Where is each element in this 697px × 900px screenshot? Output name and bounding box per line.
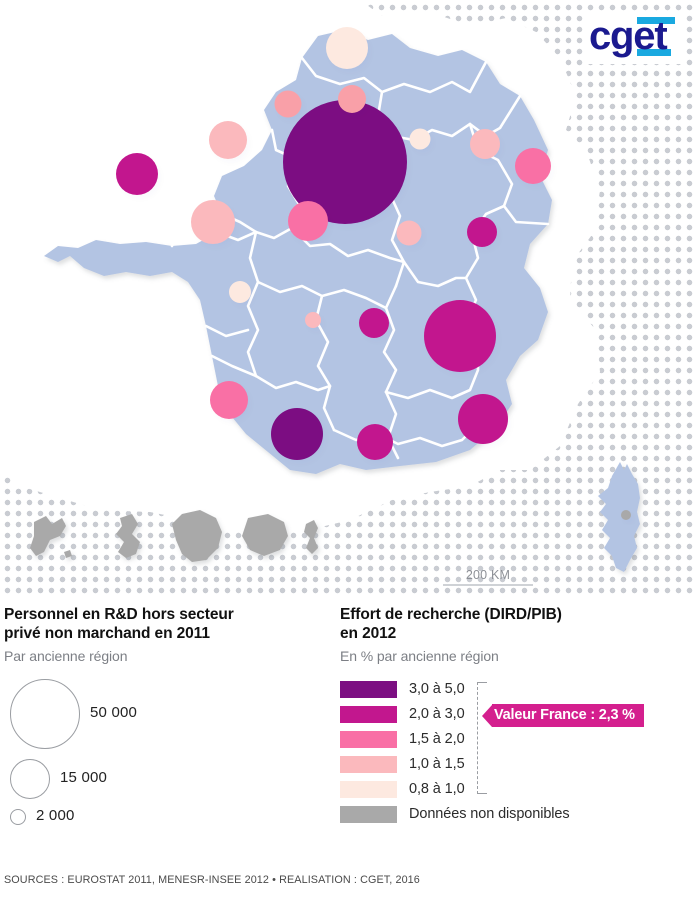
- class-label: 1,5 à 2,0: [409, 731, 465, 747]
- legend-left-title-line1: Personnel en R&D hors secteur: [4, 606, 234, 623]
- overseas-territories: [30, 510, 318, 562]
- map-container[interactable]: cget 200 KM: [0, 0, 697, 598]
- region-circle[interactable]: [283, 100, 407, 224]
- choropleth-class-row: Données non disponibles: [340, 803, 697, 825]
- region-circle[interactable]: [288, 201, 328, 241]
- legend-right-title: Effort de recherche (DIRD/PIB) en 2012: [340, 605, 697, 643]
- class-label: 3,0 à 5,0: [409, 681, 465, 697]
- sources-line: SOURCES : EUROSTAT 2011, MENESR-INSEE 20…: [4, 874, 420, 886]
- class-color-swatch: [340, 755, 397, 773]
- legend-circle-2000: [10, 809, 26, 825]
- choropleth-class-list: 3,0 à 5,0 2,0 à 3,0 1,5 à 2,0 1,0 à 1,5 0,8 …: [340, 678, 697, 825]
- france-value-label: Valeur France : 2,3 %: [492, 704, 644, 727]
- class-label: Données non disponibles: [409, 806, 570, 822]
- region-circle[interactable]: [424, 300, 496, 372]
- legend-circle-label: 15 000: [60, 769, 108, 786]
- region-circle[interactable]: [326, 27, 368, 69]
- legend-circle-15000: [10, 759, 50, 799]
- class-label: 2,0 à 3,0: [409, 706, 465, 722]
- choropleth-class-row: 1,5 à 2,0: [340, 728, 697, 750]
- region-circle[interactable]: [467, 217, 497, 247]
- region-circle[interactable]: [396, 220, 422, 246]
- legend-right-subtitle: En % par ancienne région: [340, 648, 499, 664]
- region-circle[interactable]: [621, 510, 631, 520]
- region-circle[interactable]: [515, 148, 551, 184]
- region-circle[interactable]: [229, 281, 251, 303]
- logo-wordmark: cget: [589, 14, 668, 58]
- logo-accent-bar-top: [637, 17, 675, 24]
- class-color-swatch: [340, 680, 397, 698]
- cget-logo: cget: [583, 14, 685, 64]
- logo-accent-bar-bottom: [637, 49, 671, 56]
- choropleth-class-row: 2,0 à 3,0: [340, 703, 697, 725]
- region-circle[interactable]: [116, 153, 158, 195]
- map-scale-bar: 200 KM: [443, 568, 533, 586]
- scale-bar-label: 200 KM: [465, 568, 511, 582]
- region-circle[interactable]: [470, 129, 500, 159]
- region-circle[interactable]: [305, 312, 321, 328]
- choropleth-class-row: 1,0 à 1,5: [340, 753, 697, 775]
- legend-circle-label: 50 000: [90, 704, 138, 721]
- class-color-swatch: [340, 780, 397, 798]
- region-proportional-circles[interactable]: [116, 27, 631, 520]
- scale-bar-line: [443, 584, 533, 586]
- region-circle[interactable]: [271, 408, 323, 460]
- corsica-island: [598, 462, 640, 572]
- choropleth-class-row: 0,8 à 1,0: [340, 778, 697, 800]
- region-circle[interactable]: [210, 381, 248, 419]
- badge-arrow-icon: [482, 704, 492, 727]
- legend-circle-label: 2 000: [36, 807, 75, 824]
- legend-left-title: Personnel en R&D hors secteur privé non …: [4, 605, 324, 643]
- france-value-badge: Valeur France : 2,3 %: [482, 704, 644, 727]
- class-label: 1,0 à 1,5: [409, 756, 465, 772]
- region-circle[interactable]: [338, 85, 366, 113]
- region-circle[interactable]: [409, 128, 431, 150]
- legend-left-subtitle: Par ancienne région: [4, 648, 128, 664]
- legend-right-title-line1: Effort de recherche (DIRD/PIB): [340, 606, 562, 623]
- class-label: 0,8 à 1,0: [409, 781, 465, 797]
- legend-choropleth: Effort de recherche (DIRD/PIB) en 2012 E…: [340, 605, 697, 828]
- region-circle[interactable]: [357, 424, 393, 460]
- class-color-swatch: [340, 705, 397, 723]
- class-color-swatch: [340, 805, 397, 823]
- france-map-svg[interactable]: [0, 0, 697, 598]
- legend-right-title-line2: en 2012: [340, 625, 397, 642]
- legend-proportional-symbols: Personnel en R&D hors secteur privé non …: [4, 605, 324, 832]
- region-circle[interactable]: [191, 200, 235, 244]
- choropleth-class-row: 3,0 à 5,0: [340, 678, 697, 700]
- legend-left-title-line2: privé non marchand en 2011: [4, 625, 210, 642]
- class-color-swatch: [340, 730, 397, 748]
- region-circle[interactable]: [359, 308, 389, 338]
- region-circle[interactable]: [458, 394, 508, 444]
- legend-circle-50000: [10, 679, 80, 749]
- region-circle[interactable]: [209, 121, 247, 159]
- region-circle[interactable]: [274, 90, 302, 118]
- proportional-circle-key: 50 000 15 000 2 000: [4, 677, 324, 832]
